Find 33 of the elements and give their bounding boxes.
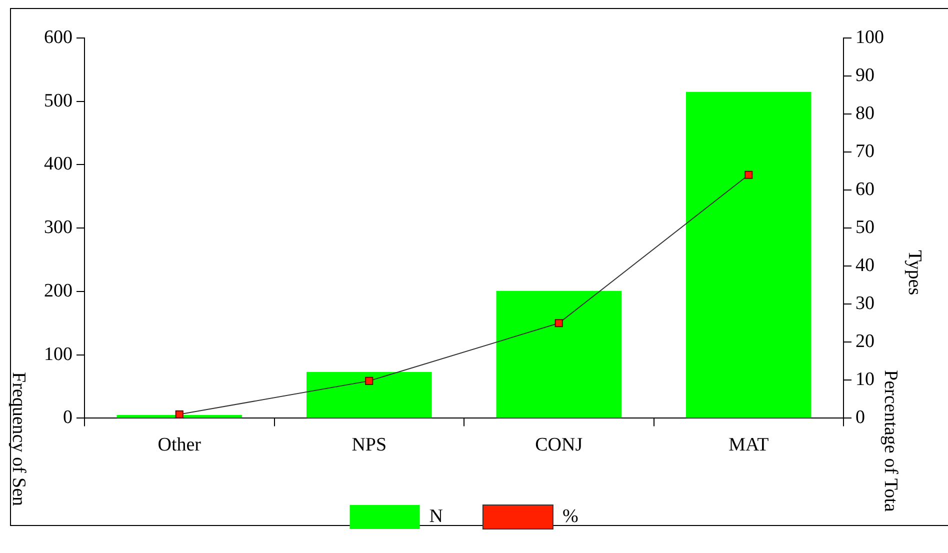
y2-tick-label: 0 (856, 407, 865, 428)
y2-tick-label: 100 (856, 26, 884, 48)
y2-tick-label: 50 (856, 217, 874, 238)
y-tick-label: 600 (44, 26, 72, 48)
bar (686, 92, 812, 418)
y-axis-title: Frequency of Sen (8, 372, 29, 506)
x-tick-label: MAT (728, 434, 770, 456)
legend-label: N (429, 506, 444, 527)
y2-tick-label: 60 (856, 179, 874, 200)
y-tick-label: 400 (44, 154, 72, 175)
y2-tick-label: 40 (856, 255, 874, 276)
x-tick-label: Other (158, 434, 202, 456)
y-tick-label: 100 (44, 344, 72, 365)
y-tick-label: 300 (44, 217, 72, 238)
legend-label: % (562, 506, 578, 527)
y2-tick-label: 70 (856, 141, 874, 162)
y2-tick-label: 30 (856, 293, 874, 314)
y-tick-label: 0 (63, 407, 72, 428)
point (365, 376, 374, 385)
point (554, 319, 563, 328)
bar (306, 372, 432, 418)
y2-tick-label: 80 (856, 103, 874, 124)
x-tick-label: NPS (352, 434, 387, 456)
y2-tick-label: 10 (856, 369, 874, 390)
point (175, 410, 184, 418)
x-tick-label: CONJ (535, 434, 583, 456)
y-tick-label: 500 (44, 90, 72, 112)
text: Types Percentage of Tota (880, 250, 925, 512)
y2-tick-label: 20 (856, 331, 874, 352)
point (744, 170, 753, 179)
y-tick-label: 200 (44, 280, 72, 302)
bar (496, 290, 622, 418)
y2-tick-label: 90 (856, 65, 874, 86)
